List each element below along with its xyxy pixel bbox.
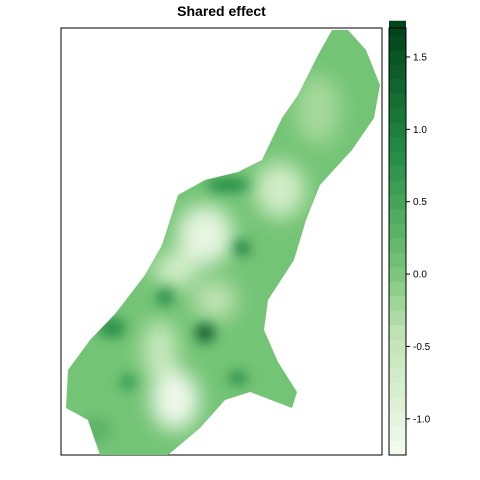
light-patch [255,162,305,218]
legend-ticks: 1.5 1.0 0.5 0.0 -0.5 -1.0 [406,52,431,425]
legend-tick-label: 1.0 [413,125,427,136]
legend-cell [389,411,406,427]
legend-cell [389,281,406,297]
legend-cell [389,151,406,167]
legend-cell [389,368,406,384]
legend-cell [389,266,406,282]
legend-cell [389,35,406,51]
dark-patch [156,288,174,306]
legend-cell [389,324,406,340]
legend-cell [389,64,406,80]
legend-frame [388,27,407,456]
legend-cell [389,223,406,239]
legend-cell [389,237,406,253]
legend-cell [389,440,406,456]
legend-tick-label: 1.5 [413,52,427,63]
light-patch [177,205,233,265]
legend-cell [389,208,406,224]
light-patch [142,320,178,380]
legend-cell [389,295,406,311]
legend-cell [389,107,406,123]
legend-cell [389,252,406,268]
legend-cell [389,353,406,369]
legend-cell [389,93,406,109]
legend-cell [389,49,406,65]
legend-cell [389,122,406,138]
legend-cell [389,310,406,326]
legend-cell [389,78,406,94]
legend-cell [389,194,406,210]
legend-cell [389,382,406,398]
dark-patch [228,371,248,385]
legend-cell [389,179,406,195]
legend-cell [389,397,406,413]
legend-tick-label: -1.0 [413,414,431,425]
dark-patch [206,178,250,192]
light-patches [142,75,340,430]
dark-patch [234,240,250,256]
dark-patch [80,416,112,444]
dark-patch [98,318,126,338]
map-region [66,30,380,455]
legend-cell [389,136,406,152]
legend-tick-label: 0.5 [413,197,427,208]
light-patch [193,280,237,320]
color-legend: 1.5 1.0 0.5 0.0 -0.5 -1.0 [388,20,431,456]
legend-cell [389,339,406,355]
legend-cell [389,426,406,442]
light-patch [296,75,340,145]
legend-tick-label: -0.5 [413,342,431,353]
light-patch [153,252,197,288]
plot-frame [60,27,383,456]
legend-tick-label: 0.0 [413,270,427,281]
chart-title: Shared effect [177,3,266,19]
dark-patch [195,324,215,342]
light-patch [151,370,199,430]
legend-cell [389,165,406,181]
legend-cells [389,20,406,456]
dark-patch [120,374,136,390]
